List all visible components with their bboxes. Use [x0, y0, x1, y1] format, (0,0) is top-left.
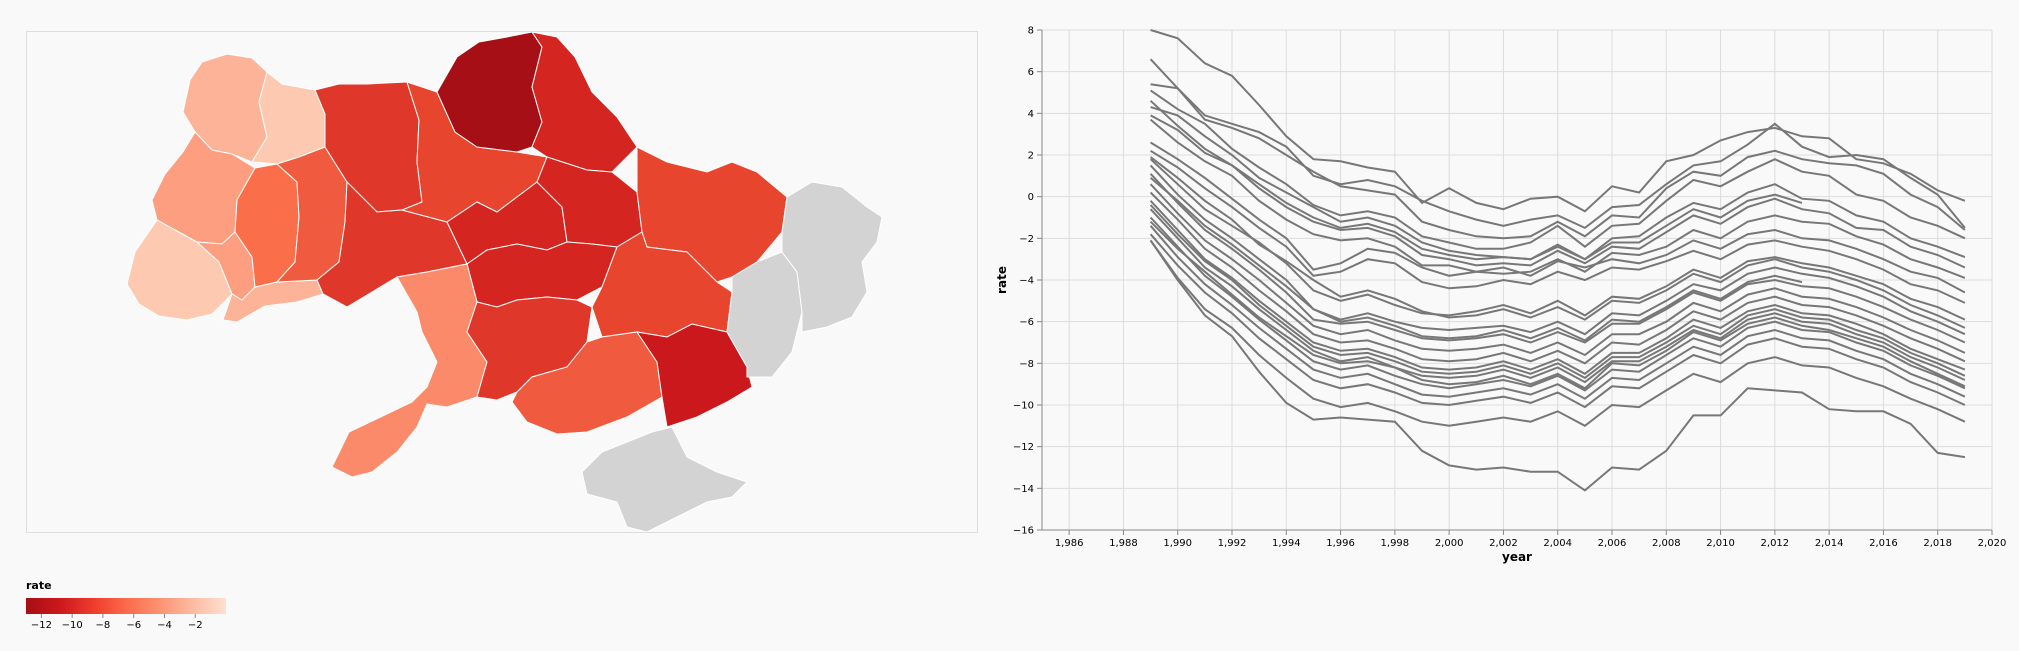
legend-tick-label: −10 — [62, 620, 83, 630]
x-tick-label: 2,012 — [1761, 538, 1790, 549]
x-tick-label: 2,002 — [1489, 538, 1518, 549]
map-regions — [126, 32, 883, 532]
series-line-12[interactable] — [1149, 173, 1966, 344]
series-line-15[interactable] — [1149, 200, 1966, 375]
series-line-23[interactable] — [1149, 204, 1966, 380]
y-tick-label: 8 — [1028, 26, 1034, 37]
x-tick-label: 2,004 — [1543, 538, 1572, 549]
series-line-21[interactable] — [1149, 239, 1966, 492]
series-line-5[interactable] — [1150, 106, 1966, 261]
x-tick-label: 1,998 — [1381, 538, 1410, 549]
series-line-20[interactable] — [1149, 239, 1966, 427]
region-luhansk[interactable] — [781, 181, 883, 333]
series-line-9[interactable] — [1150, 149, 1966, 304]
y-tick-label: 4 — [1028, 109, 1034, 120]
series-line-25[interactable] — [1149, 100, 1803, 261]
ukraine-choropleth-map — [126, 32, 883, 532]
series-lines — [1149, 29, 1966, 492]
gridlines — [1042, 29, 1993, 531]
series-line-10[interactable] — [1149, 158, 1966, 321]
x-tick-label: 2,006 — [1598, 538, 1627, 549]
legend-tick-label: −2 — [188, 620, 203, 630]
x-tick-label: 2,020 — [1978, 538, 2007, 549]
x-axis-label: year — [1502, 550, 1532, 564]
x-tick-label: 2,010 — [1706, 538, 1735, 549]
y-tick-label: −6 — [1019, 317, 1034, 328]
series-line-19[interactable] — [1149, 233, 1966, 409]
y-tick-label: −10 — [1013, 401, 1034, 412]
series-line-8[interactable] — [1150, 141, 1966, 294]
legend-tick-label: −8 — [96, 620, 111, 630]
y-tick-label: −2 — [1019, 234, 1034, 245]
x-tick-label: 1,986 — [1055, 538, 1084, 549]
x-tick-label: 1,992 — [1218, 538, 1247, 549]
region-donetsk[interactable] — [726, 251, 803, 378]
x-tick-label: 2,018 — [1923, 538, 1952, 549]
axes: 8 6 4 2 0 −2 −4 −6 −8 −10 −12 −14 −16 1,986 1,988 1,990… — [1013, 26, 2006, 550]
series-line-4[interactable] — [1150, 89, 1966, 250]
region-kherson[interactable] — [511, 331, 663, 435]
region-rivne[interactable] — [251, 71, 326, 165]
series-line-1[interactable] — [1150, 29, 1966, 213]
series-line-26[interactable] — [1149, 177, 1803, 342]
series-line-7[interactable] — [1149, 118, 1966, 279]
region-zaporizhzhia[interactable] — [635, 323, 753, 428]
series-line-13[interactable] — [1149, 183, 1966, 357]
x-tick-label: 2,000 — [1435, 538, 1464, 549]
legend-svg: rate −12 −10 −8 −6 −4 −2 — [26, 579, 226, 631]
series-line-6[interactable] — [1150, 114, 1966, 269]
line-chart: 8 6 4 2 0 −2 −4 −6 −8 −10 −12 −14 −16 1,986 1,988 1,990… — [995, 26, 2006, 565]
series-line-18[interactable] — [1149, 225, 1966, 400]
x-tick-label: 1,990 — [1163, 538, 1192, 549]
y-tick-label: −8 — [1019, 359, 1034, 370]
region-crimea[interactable] — [581, 426, 748, 532]
y-tick-label: 0 — [1028, 192, 1034, 203]
y-tick-label: −14 — [1013, 484, 1034, 495]
map-panel — [26, 31, 978, 533]
series-line-22[interactable] — [1149, 220, 1966, 390]
y-tick-label: −4 — [1019, 276, 1034, 287]
x-tick-label: 1,988 — [1109, 538, 1138, 549]
legend-gradient-bar — [26, 598, 226, 614]
x-tick-label: 1,996 — [1326, 538, 1355, 549]
y-tick-label: 2 — [1028, 151, 1034, 162]
series-line-2[interactable] — [1149, 58, 1966, 230]
y-tick-label: 6 — [1028, 67, 1034, 78]
series-line-11[interactable] — [1149, 164, 1966, 336]
legend-ticks: −12 −10 −8 −6 −4 −2 — [31, 614, 203, 631]
series-line-24[interactable] — [1149, 156, 1966, 329]
x-tick-label: 2,014 — [1815, 538, 1844, 549]
x-tick-label: 2,008 — [1652, 538, 1681, 549]
x-tick-label: 1,994 — [1272, 538, 1301, 549]
y-tick-label: −16 — [1013, 526, 1034, 537]
legend-tick-label: −12 — [31, 620, 52, 630]
y-tick-label: −12 — [1013, 442, 1034, 453]
series-line-3[interactable] — [1150, 83, 1966, 240]
color-legend: rate −12 −10 −8 −6 −4 −2 — [26, 579, 286, 631]
legend-tick-label: −4 — [157, 620, 172, 630]
series-line-17[interactable] — [1149, 216, 1966, 392]
y-axis-label: rate — [995, 266, 1009, 294]
legend-title: rate — [26, 580, 52, 592]
region-sumy[interactable] — [531, 32, 638, 173]
series-line-16[interactable] — [1149, 208, 1966, 384]
series-line-14[interactable] — [1149, 191, 1966, 365]
legend-tick-label: −6 — [126, 620, 141, 630]
x-tick-label: 2,016 — [1869, 538, 1898, 549]
